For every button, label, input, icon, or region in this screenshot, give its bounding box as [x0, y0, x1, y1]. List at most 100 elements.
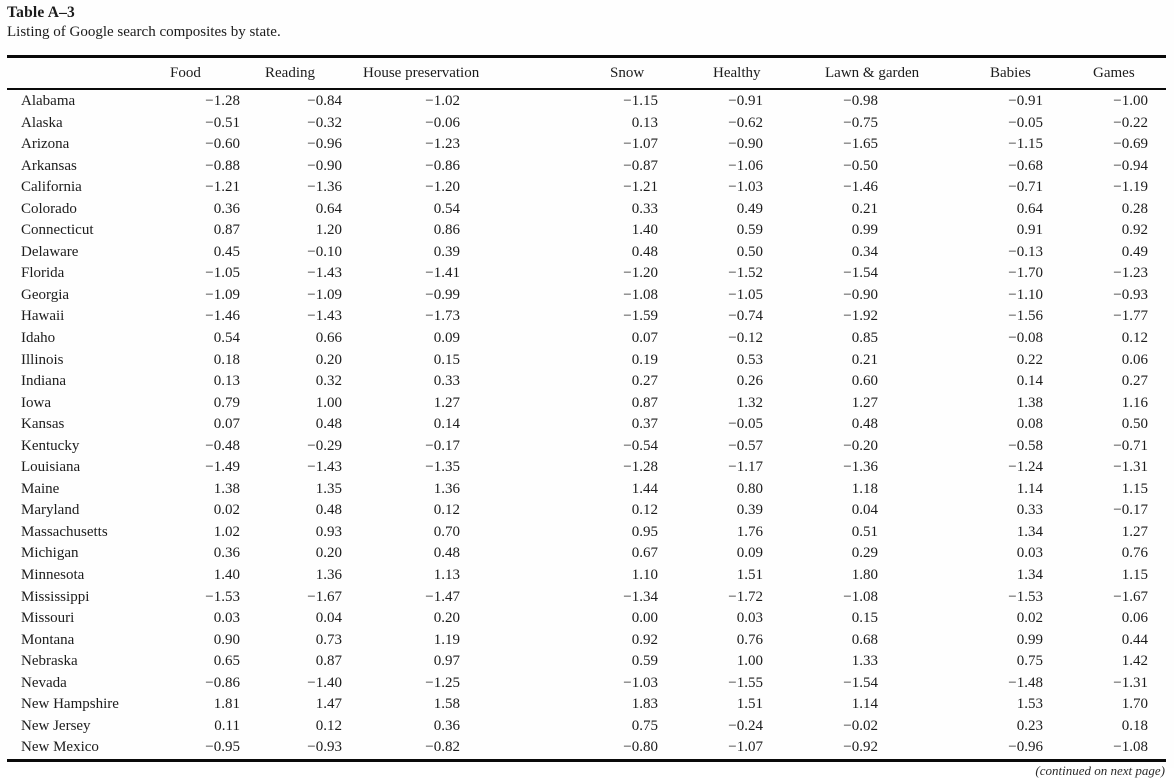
value-cell: −1.67	[1113, 588, 1148, 605]
value-cell: 0.32	[315, 373, 342, 390]
value-cell: 0.33	[433, 373, 460, 390]
value-cell: 0.14	[433, 416, 460, 433]
value-cell: 0.14	[1016, 373, 1043, 390]
state-cell: Connecticut	[21, 222, 94, 239]
value-cell: −0.86	[425, 157, 460, 174]
value-cell: 1.15	[1121, 480, 1148, 497]
value-cell: −1.21	[623, 179, 658, 196]
value-cell: 1.19	[433, 631, 460, 648]
state-cell: Mississippi	[21, 588, 90, 605]
value-cell: −1.05	[728, 286, 763, 303]
value-cell: 0.06	[1121, 351, 1148, 368]
value-cell: 0.54	[213, 330, 240, 347]
value-cell: 0.13	[213, 373, 240, 390]
value-cell: −1.08	[1113, 739, 1148, 756]
table-row: New Jersey 0.11 0.12 0.36 0.75 −0.24 −0.02 0.23…	[7, 716, 1166, 738]
state-cell: California	[21, 179, 82, 196]
value-cell: −0.99	[425, 286, 460, 303]
value-cell: 0.02	[1016, 610, 1043, 627]
value-cell: 0.20	[433, 610, 460, 627]
value-cell: −1.10	[1008, 286, 1043, 303]
value-cell: −0.05	[1008, 114, 1043, 131]
value-cell: −1.47	[425, 588, 460, 605]
value-cell: 0.75	[631, 717, 658, 734]
value-cell: −1.07	[728, 739, 763, 756]
value-cell: −1.54	[843, 265, 878, 282]
value-cell: 0.48	[851, 416, 878, 433]
value-cell: 0.80	[736, 480, 763, 497]
value-cell: 0.92	[1121, 222, 1148, 239]
value-cell: 0.60	[851, 373, 878, 390]
value-cell: −0.80	[623, 739, 658, 756]
value-cell: 1.27	[433, 394, 460, 411]
value-cell: 0.03	[736, 610, 763, 627]
value-cell: 1.58	[433, 696, 460, 713]
state-cell: Montana	[21, 631, 75, 648]
value-cell: 1.00	[736, 653, 763, 670]
state-cell: Missouri	[21, 610, 75, 627]
value-cell: −0.84	[307, 93, 342, 109]
value-cell: −1.46	[205, 308, 240, 325]
value-cell: −1.36	[307, 179, 342, 196]
table-row: Louisiana −1.49 −1.43 −1.35 −1.28 −1.17 −1.36 −…	[7, 457, 1166, 479]
value-cell: −1.00	[1113, 93, 1148, 109]
value-cell: −0.12	[728, 330, 763, 347]
value-cell: 0.53	[736, 351, 763, 368]
value-cell: 0.26	[736, 373, 763, 390]
value-cell: −1.08	[843, 588, 878, 605]
table-row: Minnesota 1.40 1.36 1.13 1.10 1.51 1.80 1.34 1.1…	[7, 565, 1166, 587]
value-cell: −1.54	[843, 674, 878, 691]
value-cell: 0.67	[631, 545, 658, 562]
value-cell: 1.14	[1016, 480, 1043, 497]
value-cell: −0.32	[307, 114, 342, 131]
value-cell: −1.15	[1008, 136, 1043, 153]
table-row: Delaware 0.45 −0.10 0.39 0.48 0.50 0.34 −0.13 0.…	[7, 242, 1166, 264]
value-cell: 0.79	[213, 394, 240, 411]
value-cell: 0.68	[851, 631, 878, 648]
value-cell: 1.47	[315, 696, 342, 713]
state-cell: Michigan	[21, 545, 79, 562]
column-header-snow: Snow	[610, 65, 645, 81]
value-cell: −1.53	[1008, 588, 1043, 605]
value-cell: 1.36	[315, 567, 342, 584]
value-cell: −1.55	[728, 674, 763, 691]
table-row: California −1.21 −1.36 −1.20 −1.21 −1.03 −1.46…	[7, 177, 1166, 199]
value-cell: 0.09	[433, 330, 460, 347]
value-cell: 1.14	[851, 696, 878, 713]
state-cell: Delaware	[21, 243, 79, 260]
state-cell: New Mexico	[21, 739, 99, 756]
value-cell: 0.87	[213, 222, 240, 239]
state-cell: Idaho	[21, 330, 56, 347]
value-cell: −1.06	[728, 157, 763, 174]
table-row: New Hampshire 1.81 1.47 1.58 1.83 1.51 1.14 1.5…	[7, 694, 1166, 716]
value-cell: −0.90	[307, 157, 342, 174]
value-cell: 0.04	[851, 502, 878, 519]
value-cell: −1.46	[843, 179, 878, 196]
state-cell: Arizona	[21, 136, 70, 153]
value-cell: 0.07	[213, 416, 240, 433]
value-cell: −1.31	[1113, 674, 1148, 691]
value-cell: −0.57	[728, 437, 763, 454]
value-cell: −0.54	[623, 437, 658, 454]
state-cell: Maine	[21, 480, 60, 497]
value-cell: 0.27	[1121, 373, 1148, 390]
table-row: Colorado 0.36 0.64 0.54 0.33 0.49 0.21 0.64 0.28	[7, 199, 1166, 221]
value-cell: 0.11	[214, 717, 240, 734]
value-cell: 0.29	[851, 545, 878, 562]
value-cell: 0.21	[851, 200, 878, 217]
value-cell: 0.18	[1121, 717, 1148, 734]
table-row: Florida −1.05 −1.43 −1.41 −1.20 −1.52 −1.54 −1.…	[7, 263, 1166, 285]
value-cell: 1.27	[851, 394, 878, 411]
value-cell: −1.09	[307, 286, 342, 303]
value-cell: −1.48	[1008, 674, 1043, 691]
value-cell: −0.24	[728, 717, 763, 734]
state-cell: Louisiana	[21, 459, 81, 476]
value-cell: −1.23	[1113, 265, 1148, 282]
value-cell: −0.13	[1008, 243, 1043, 260]
value-cell: −0.62	[728, 114, 763, 131]
value-cell: −0.75	[843, 114, 878, 131]
value-cell: 0.18	[213, 351, 240, 368]
value-cell: 1.76	[736, 523, 763, 540]
value-cell: 1.44	[631, 480, 658, 497]
value-cell: −0.51	[205, 114, 240, 131]
